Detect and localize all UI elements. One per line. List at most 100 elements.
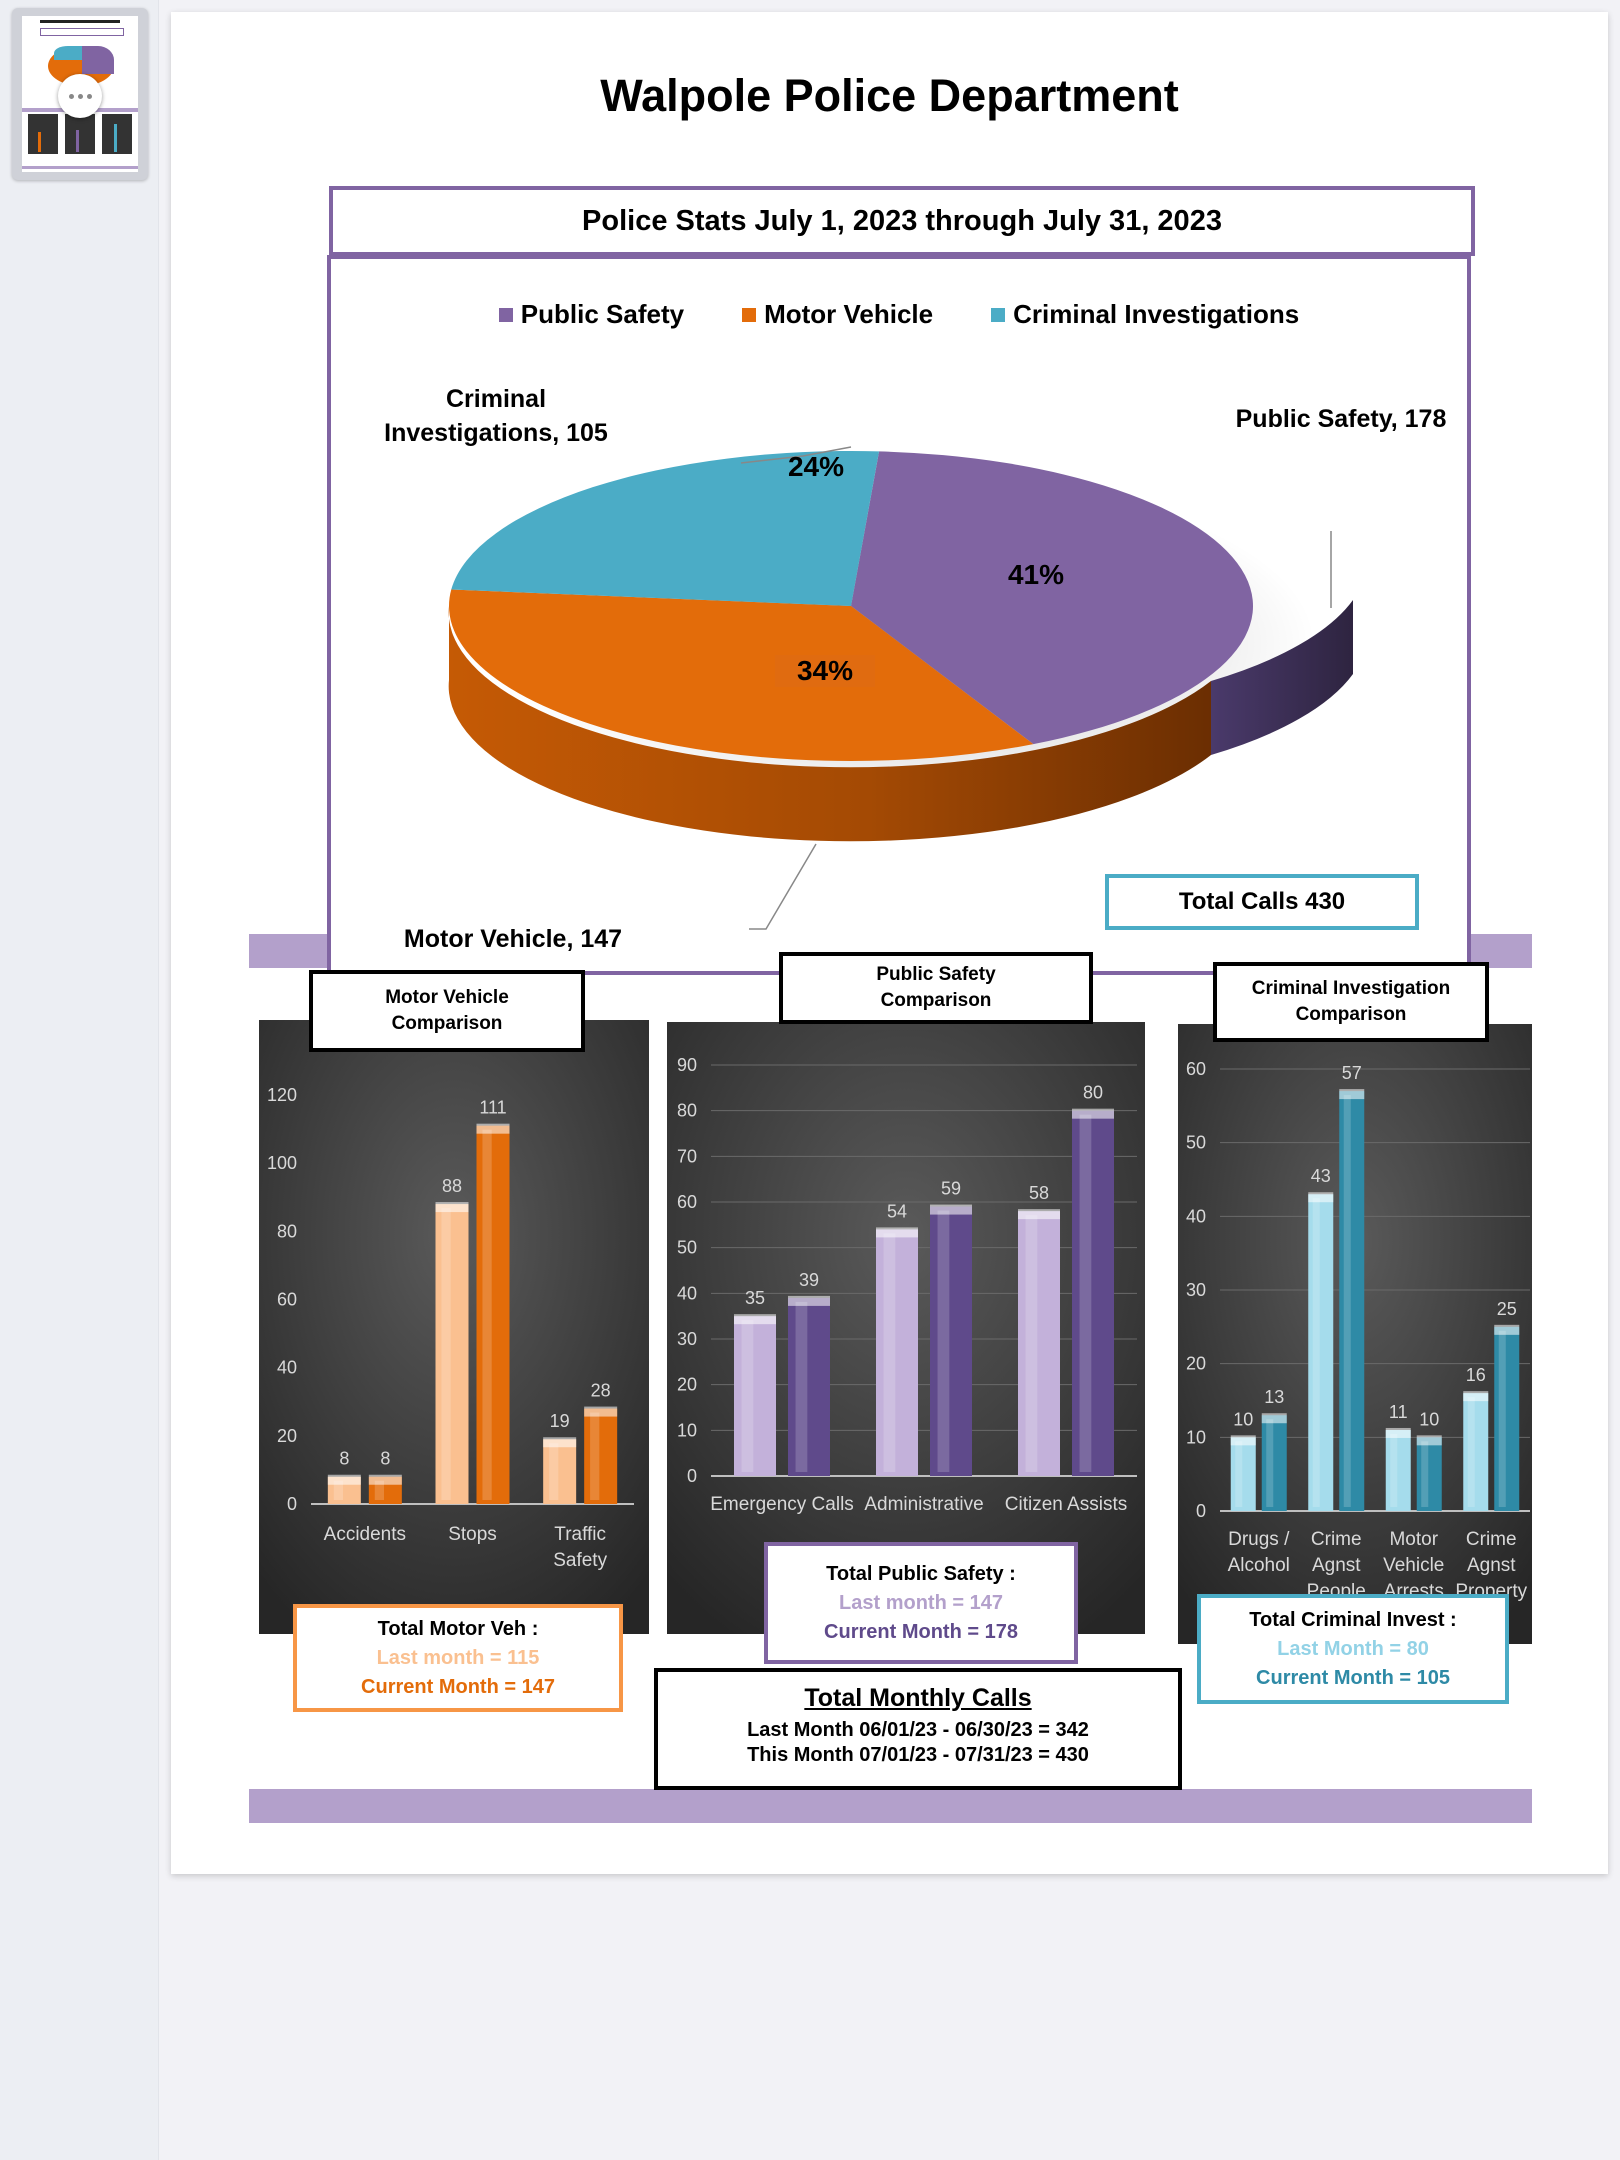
data-label: 11 (1389, 1402, 1408, 1422)
y-tick-label: 60 (277, 1290, 297, 1310)
mv-total-last: Last month = 115 (376, 1646, 540, 1669)
bar-cap (1416, 1435, 1442, 1446)
data-label: 58 (1029, 1183, 1049, 1203)
decorative-band-bottom (249, 1789, 1532, 1823)
y-tick-label: 120 (267, 1085, 297, 1105)
y-tick-label: 70 (677, 1146, 697, 1166)
bar-highlight (441, 1208, 451, 1500)
bar (543, 1439, 577, 1504)
bar (1463, 1393, 1489, 1511)
pct-criminal-investigations: 24% (787, 451, 845, 482)
page-thumbnail[interactable] (12, 8, 148, 180)
bar (1072, 1110, 1114, 1476)
pie-slices (449, 451, 1253, 761)
bar-highlight (1390, 1433, 1398, 1507)
data-label: 10 (1233, 1409, 1253, 1429)
legend-label: Criminal Investigations (1013, 299, 1300, 329)
bar-cap (1463, 1391, 1489, 1402)
category-label: Stops (448, 1524, 497, 1545)
category-label: Drugs / (1228, 1529, 1290, 1550)
legend-swatch (742, 307, 757, 322)
bar-cap (476, 1123, 510, 1134)
category-label: Agnst (1312, 1555, 1361, 1576)
ps-total-title: Total Public Safety : (826, 1562, 1016, 1585)
data-label: 8 (380, 1449, 390, 1469)
ps-title-line1: Public Safety (876, 964, 996, 985)
bar-highlight (1498, 1330, 1506, 1507)
ci-total-box: Total Criminal Invest : Last Month = 80 … (1197, 1594, 1509, 1704)
date-range-box: Police Stats July 1, 2023 through July 3… (329, 186, 1475, 256)
ci-total-title: Total Criminal Invest : (1249, 1608, 1457, 1631)
label-criminal-line2: Investigations, 105 (384, 419, 608, 447)
label-criminal-line1: Criminal (445, 385, 547, 413)
y-tick-label: 30 (1186, 1280, 1206, 1300)
bar-cap (1385, 1427, 1411, 1438)
bar (1385, 1429, 1411, 1511)
bar (584, 1408, 618, 1504)
y-tick-label: 30 (677, 1329, 697, 1349)
bar-cap (788, 1295, 830, 1306)
bar-cap (1230, 1435, 1256, 1446)
bar-cap (327, 1474, 361, 1485)
mv-title-line2: Comparison (391, 1013, 503, 1034)
bar (435, 1204, 469, 1504)
pie-chart-panel: Public Safety Motor Vehicle Criminal Inv… (327, 255, 1471, 975)
label-public-safety: Public Safety, 178 (1235, 405, 1447, 433)
more-dot-icon (68, 93, 74, 99)
bar-highlight (333, 1480, 344, 1500)
bar-highlight (795, 1301, 808, 1472)
ps-total-last: Last month = 147 (839, 1591, 1003, 1614)
monthly-heading: Total Monthly Calls (804, 1684, 1032, 1712)
ps-title-line2: Comparison (880, 990, 992, 1011)
legend-label: Public Safety (520, 299, 685, 329)
pie-legend: Public Safety Motor Vehicle Criminal Inv… (331, 299, 1467, 330)
bar-highlight (1025, 1215, 1038, 1472)
ps-chart-title: Public Safety Comparison (779, 952, 1093, 1024)
mv-chart-panel: 0 20 40 60 80 100 120 8 8 Accidents 88 111 Stops 19 28… (259, 1020, 649, 1634)
legend-item-motor-vehicle: Motor Vehicle (742, 299, 933, 330)
y-tick-label: 20 (1186, 1354, 1206, 1374)
data-label: 39 (799, 1270, 819, 1290)
bar-highlight (590, 1412, 600, 1500)
data-label: 57 (1342, 1063, 1362, 1083)
mv-title-line1: Motor Vehicle (385, 987, 509, 1008)
bar (1416, 1437, 1442, 1511)
y-tick-label: 90 (677, 1055, 697, 1075)
ci-title-line1: Criminal Investigation (1251, 978, 1451, 999)
ci-bar-chart: 0 10 20 30 40 50 60 10 13 Drugs / Alcohol 43 57 Crime… (1178, 1024, 1532, 1644)
y-tick-label: 60 (1186, 1059, 1206, 1079)
data-label: 88 (442, 1176, 462, 1196)
category-label: Vehicle (1383, 1555, 1444, 1576)
bar-highlight (1235, 1441, 1243, 1507)
data-label: 80 (1083, 1083, 1103, 1103)
data-label: 16 (1466, 1365, 1486, 1385)
bar-highlight (1467, 1397, 1475, 1507)
bar-highlight (1079, 1114, 1092, 1472)
category-label: Emergency Calls (710, 1494, 854, 1515)
mv-total-current: Current Month = 147 (361, 1675, 555, 1698)
bar-cap (876, 1227, 918, 1238)
bar (1230, 1437, 1256, 1511)
legend-swatch (498, 307, 513, 322)
data-label: 10 (1419, 1409, 1439, 1429)
ci-chart-title: Criminal Investigation Comparison (1213, 962, 1489, 1042)
bar-cap (930, 1204, 972, 1215)
more-options-button[interactable] (58, 74, 102, 118)
data-label: 111 (479, 1098, 506, 1118)
mv-total-title: Total Motor Veh : (377, 1617, 539, 1640)
data-label: 28 (591, 1381, 611, 1401)
category-label: Alcohol (1228, 1555, 1290, 1576)
bar (1339, 1091, 1365, 1511)
bar-highlight (1312, 1198, 1320, 1507)
data-label: 13 (1264, 1387, 1284, 1407)
bar-cap (543, 1437, 577, 1448)
label-criminal-investigations: Criminal Investigations, 105 (361, 382, 631, 450)
y-tick-label: 0 (1196, 1501, 1206, 1521)
bar-cap (584, 1406, 618, 1417)
data-label: 54 (887, 1201, 907, 1221)
pie-side-public-safety (1211, 600, 1353, 755)
bar-cap (1261, 1413, 1287, 1424)
bar (734, 1316, 776, 1476)
mv-chart-title: Motor Vehicle Comparison (309, 970, 585, 1052)
page-title: Walpole Police Department (600, 70, 1179, 121)
